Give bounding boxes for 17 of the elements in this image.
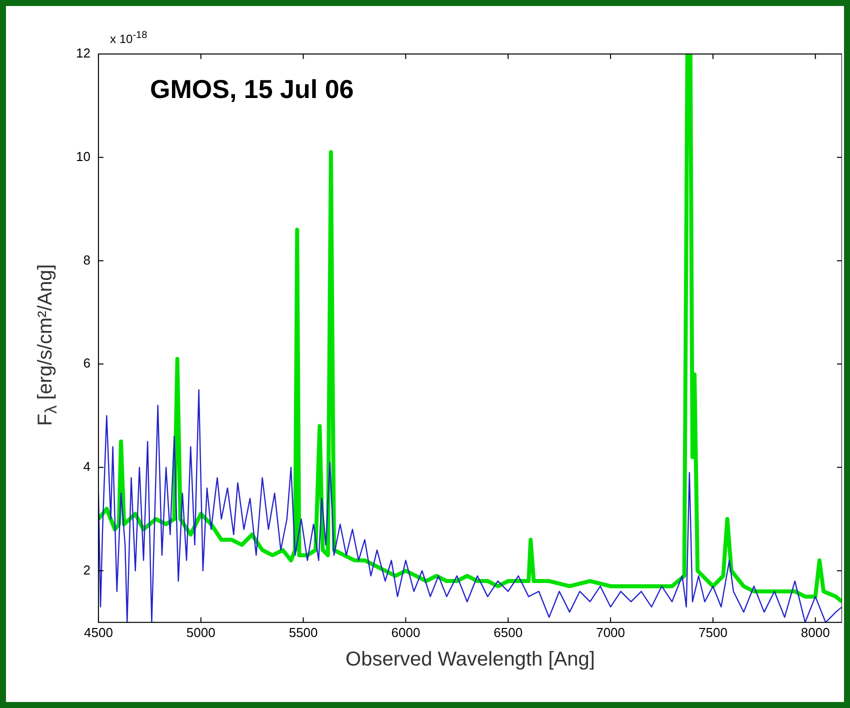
x-tick-label: 6000 (391, 624, 420, 640)
x-tick-label: 7500 (698, 624, 728, 640)
y-tick-label: 4 (83, 458, 90, 474)
text: GMOS, 15 Jul 06 (150, 74, 354, 105)
x-tick-label: 5000 (186, 624, 216, 640)
x-tick-label: 6500 (494, 624, 523, 640)
y-tick-label: 2 (83, 562, 90, 578)
x-tick-label: 5500 (288, 624, 318, 640)
y-tick-label: 12 (76, 46, 90, 61)
y-tick-label: 6 (83, 356, 90, 371)
y-tick-label: 8 (83, 252, 90, 268)
y-tick-label: 10 (76, 148, 90, 164)
x-axis-title: Observed Wavelength [Ang] (346, 648, 595, 671)
x-tick-label: 8000 (800, 624, 830, 640)
x-tick-label: 4500 (84, 624, 113, 640)
x-tick-label: 7000 (596, 624, 625, 640)
text: x 10$^{-18}$ (110, 30, 148, 46)
